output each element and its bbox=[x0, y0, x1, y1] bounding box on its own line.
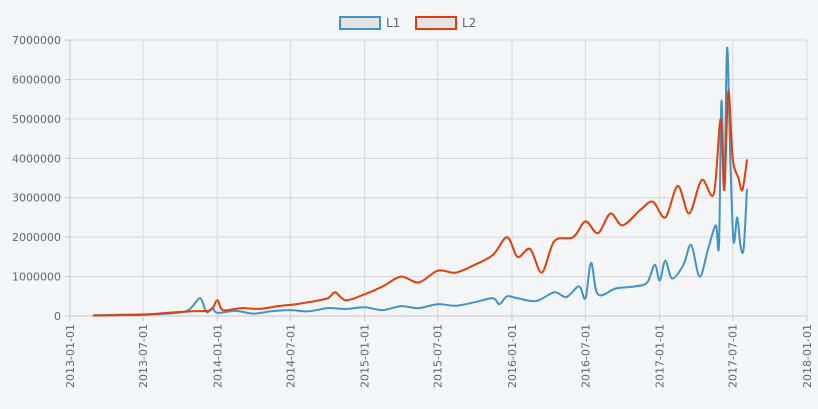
x-tick-label: 2015-01-01 bbox=[359, 324, 372, 388]
y-tick-label: 5000000 bbox=[12, 113, 61, 126]
series-line-l1 bbox=[92, 46, 748, 317]
legend-swatch bbox=[339, 16, 381, 30]
legend-label: L2 bbox=[462, 16, 476, 30]
x-tick-label: 2014-01-01 bbox=[211, 324, 224, 388]
x-tick-label: 2014-07-01 bbox=[284, 324, 297, 388]
x-tick-label: 2015-07-01 bbox=[432, 324, 445, 388]
legend-label: L1 bbox=[386, 16, 400, 30]
y-tick-label: 4000000 bbox=[12, 152, 61, 165]
y-tick-label: 6000000 bbox=[12, 73, 61, 86]
x-tick-label: 2016-01-01 bbox=[506, 324, 519, 388]
legend-item-l1[interactable]: L1 bbox=[339, 16, 400, 30]
y-tick-label: 7000000 bbox=[12, 34, 61, 47]
legend[interactable]: L1 L2 bbox=[339, 16, 476, 30]
x-tick-label: 2017-07-01 bbox=[727, 324, 740, 388]
series-line-l2 bbox=[92, 90, 748, 317]
y-tick-label: 0 bbox=[54, 310, 61, 323]
y-tick-label: 2000000 bbox=[12, 231, 61, 244]
x-tick-label: 2016-07-01 bbox=[579, 324, 592, 388]
x-tick-label: 2013-01-01 bbox=[64, 324, 77, 388]
x-tick-label: 2013-07-01 bbox=[137, 324, 150, 388]
series-layer bbox=[92, 46, 748, 317]
x-tick-label: 2018-01-01 bbox=[801, 324, 814, 388]
legend-swatch bbox=[415, 16, 457, 30]
x-tick-label: 2017-01-01 bbox=[654, 324, 667, 388]
legend-item-l2[interactable]: L2 bbox=[415, 16, 476, 30]
y-tick-label: 3000000 bbox=[12, 192, 61, 205]
axes-layer: 0 1000000 2000000 3000000 4000000 5000000 6000… bbox=[12, 34, 814, 388]
y-tick-label: 1000000 bbox=[12, 271, 61, 284]
grid-layer bbox=[69, 39, 808, 317]
